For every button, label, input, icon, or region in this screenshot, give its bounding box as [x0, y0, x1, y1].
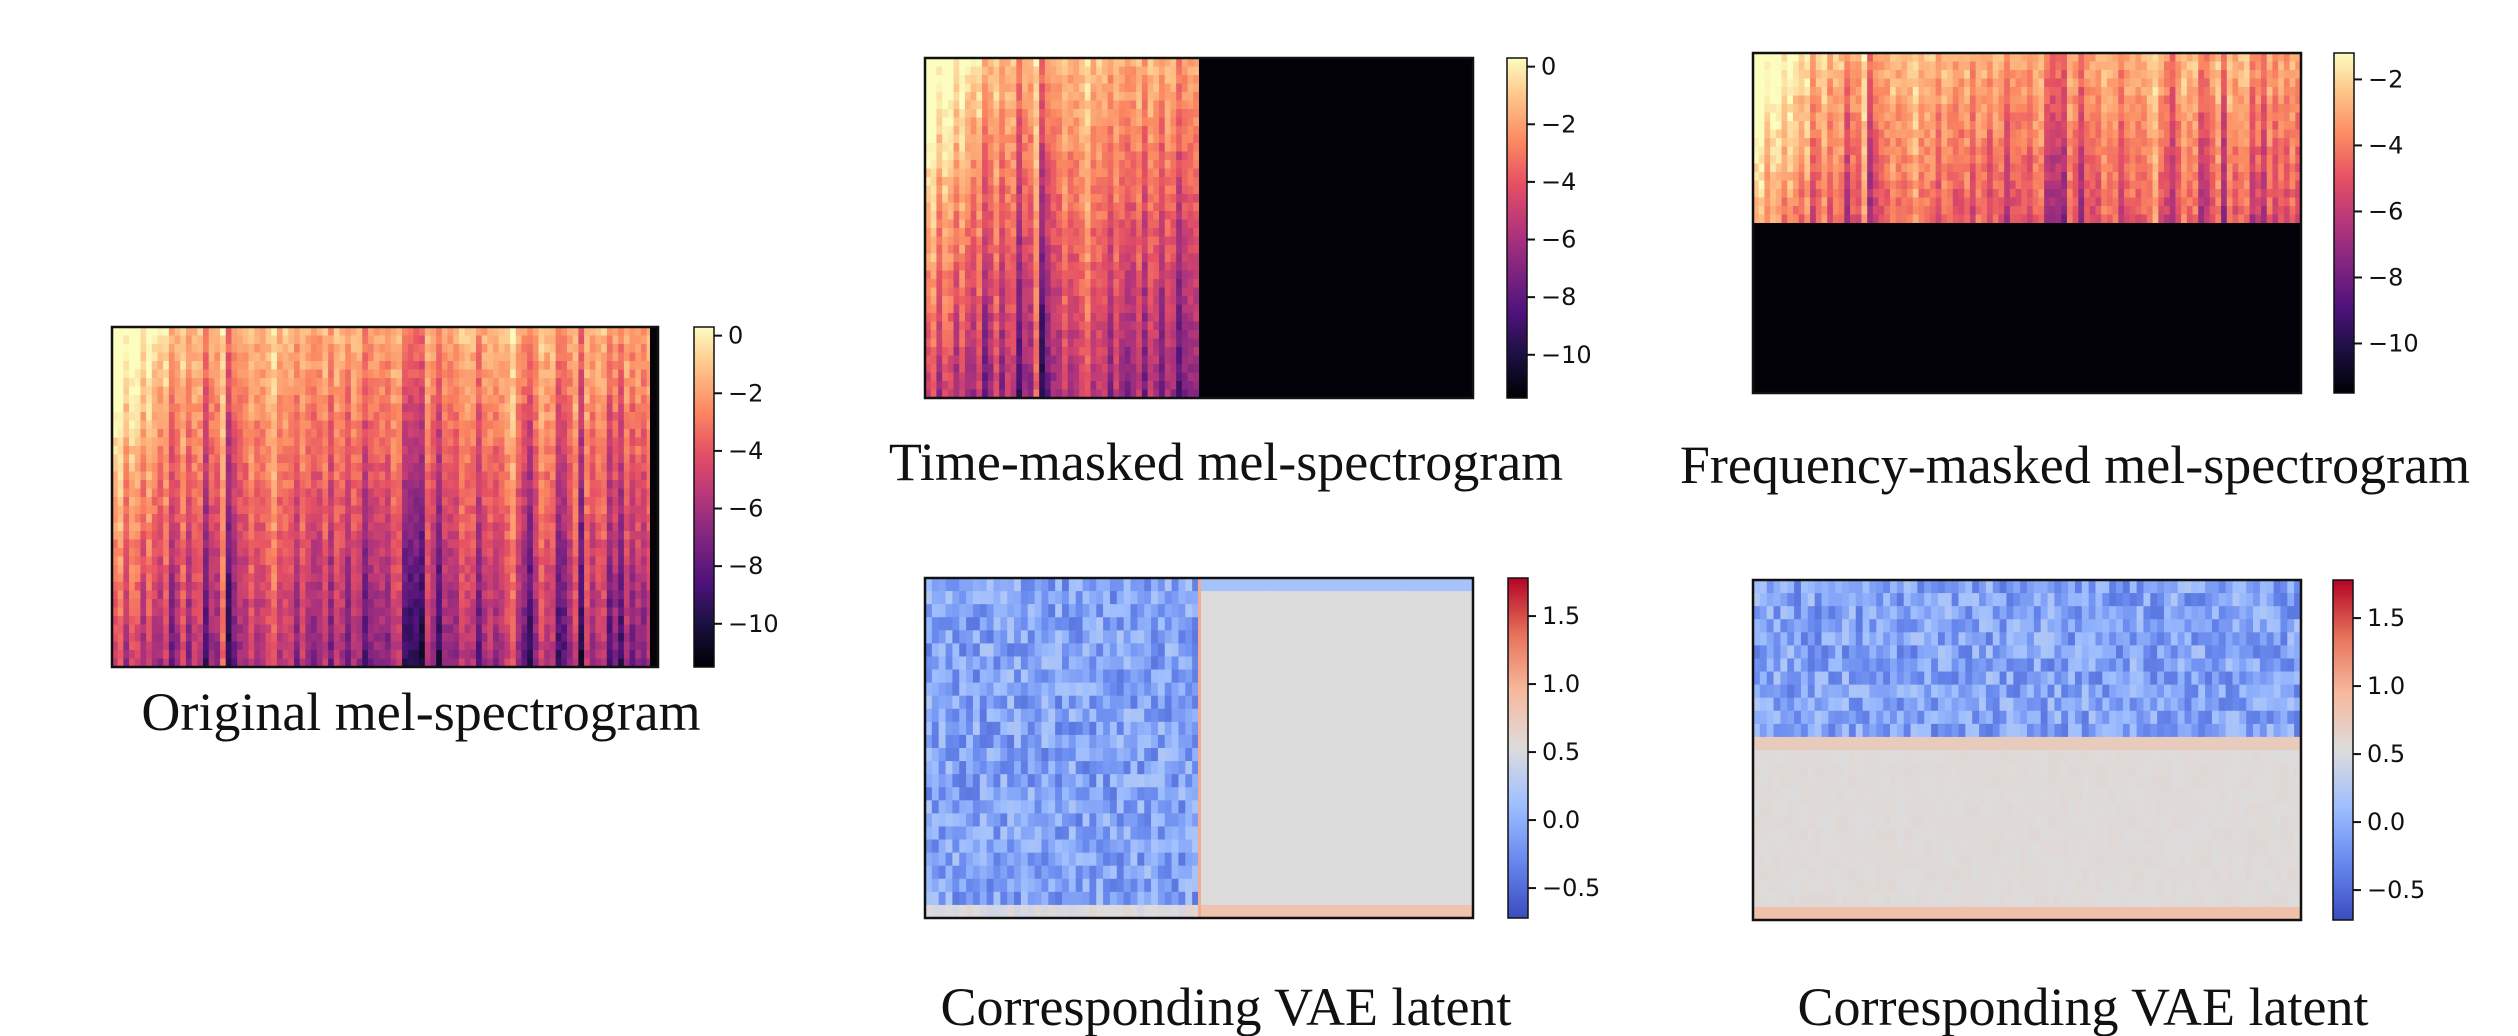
panel-original: 0 −2 −4 −6 −8 −10 Original mel-spectrogram — [110, 322, 779, 742]
colorbar-tick-label: −10 — [1541, 341, 1592, 369]
heatmap-time-masked — [925, 58, 1473, 398]
colorbar-tick-label: −6 — [1541, 226, 1576, 254]
colorbar-tick-label: −6 — [728, 495, 763, 523]
panel-title-vae-latent-frequency: Corresponding VAE latent — [1798, 977, 2369, 1036]
heatmap-vae-latent-frequency — [1753, 580, 2301, 920]
colorbar-tick-label: −8 — [2368, 263, 2403, 291]
heatmap-frequency-masked — [1753, 53, 2301, 393]
colorbar-tick-label: −4 — [1541, 168, 1576, 196]
panel-vae-latent-time: 1.5 1.0 0.5 0.0 −0.5 Corresponding VAE laten… — [923, 576, 1600, 1036]
colorbar-ticks: 0 −2 −4 −6 −8 −10 — [1527, 53, 1592, 369]
colorbar-tick-label: −8 — [728, 552, 763, 580]
colorbar-tick-label: −6 — [2368, 197, 2403, 225]
panel-title-frequency-masked: Frequency-masked mel-spectrogram — [1680, 435, 2470, 495]
panel-title-original: Original mel-spectrogram — [141, 682, 700, 742]
colorbar-tick-label: 1.5 — [1542, 602, 1580, 630]
colorbar-tick-label: 0 — [1541, 53, 1556, 81]
colorbar-tick-label: −10 — [2368, 329, 2419, 357]
heatmap-frame — [923, 56, 1475, 400]
colorbar-tick-label: −4 — [2368, 131, 2403, 159]
colorbar-tick-label: 0.5 — [1542, 738, 1580, 766]
colorbar-tick-label: −2 — [1541, 110, 1576, 138]
colorbar-frequency-masked — [2333, 52, 2355, 394]
heatmap-original — [112, 327, 658, 667]
heatmap-frame — [1751, 51, 2303, 395]
heatmap-frame — [923, 576, 1475, 920]
colorbar-tick-label: 1.5 — [2367, 604, 2405, 632]
colorbar-tick-label: 0.5 — [2367, 740, 2405, 768]
colorbar-vae-latent-time — [1507, 577, 1529, 919]
colorbar-ticks: −2 −4 −6 −8 −10 — [2354, 65, 2419, 357]
colorbar-tick-label: 1.0 — [2367, 672, 2405, 700]
colorbar-tick-label: −8 — [1541, 283, 1576, 311]
colorbar-tick-label: 0.0 — [1542, 806, 1580, 834]
panel-title-vae-latent-time: Corresponding VAE latent — [941, 977, 1512, 1036]
colorbar-ticks: 1.5 1.0 0.5 0.0 −0.5 — [1528, 602, 1600, 902]
colorbar-time-masked — [1506, 57, 1528, 399]
colorbar-tick-label: −0.5 — [1542, 874, 1600, 902]
heatmap-frame — [1751, 578, 2303, 922]
heatmap-vae-latent-time — [925, 578, 1473, 918]
colorbar-tick-label: −2 — [728, 379, 763, 407]
colorbar-tick-label: 0.0 — [2367, 808, 2405, 836]
colorbar-ticks: 0 −2 −4 −6 −8 −10 — [714, 322, 779, 638]
panel-time-masked: 0 −2 −4 −6 −8 −10 Time-masked mel-spectrogram — [889, 53, 1592, 492]
colorbar-ticks: 1.5 1.0 0.5 0.0 −0.5 — [2353, 604, 2425, 904]
heatmap-frame — [110, 325, 660, 669]
colorbar-tick-label: −0.5 — [2367, 876, 2425, 904]
colorbar-tick-label: −4 — [728, 437, 763, 465]
colorbar-tick-label: 1.0 — [1542, 670, 1580, 698]
panel-title-time-masked: Time-masked mel-spectrogram — [889, 432, 1563, 492]
panel-vae-latent-frequency: 1.5 1.0 0.5 0.0 −0.5 Corresponding VAE laten… — [1751, 578, 2425, 1036]
colorbar-tick-label: −10 — [728, 610, 779, 638]
panel-frequency-masked: −2 −4 −6 −8 −10 Frequency-masked mel-spectro… — [1680, 51, 2470, 495]
colorbar-tick-label: −2 — [2368, 65, 2403, 93]
colorbar-original — [693, 326, 715, 668]
colorbar-vae-latent-frequency — [2332, 579, 2354, 921]
colorbar-tick-label: 0 — [728, 322, 743, 350]
